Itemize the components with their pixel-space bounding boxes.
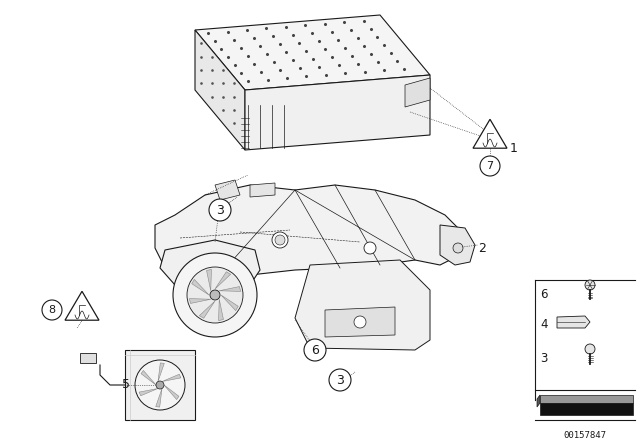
Circle shape	[480, 156, 500, 176]
Polygon shape	[189, 298, 211, 303]
Polygon shape	[200, 301, 215, 318]
Circle shape	[585, 280, 595, 290]
Circle shape	[156, 381, 164, 389]
Text: 7: 7	[486, 161, 493, 171]
Text: 1: 1	[510, 142, 518, 155]
Circle shape	[187, 267, 243, 323]
Polygon shape	[158, 363, 164, 382]
Circle shape	[275, 235, 285, 245]
Text: 5: 5	[122, 379, 130, 392]
Polygon shape	[221, 295, 238, 310]
Polygon shape	[125, 350, 195, 420]
Polygon shape	[162, 374, 181, 382]
Polygon shape	[195, 15, 430, 90]
Circle shape	[135, 360, 185, 410]
Polygon shape	[405, 78, 430, 107]
Circle shape	[173, 253, 257, 337]
Polygon shape	[220, 287, 241, 291]
Circle shape	[585, 344, 595, 354]
Circle shape	[272, 232, 288, 248]
Circle shape	[42, 300, 62, 320]
Polygon shape	[156, 388, 162, 407]
Polygon shape	[215, 180, 240, 200]
Text: 6: 6	[311, 344, 319, 357]
Polygon shape	[192, 280, 209, 295]
Circle shape	[453, 243, 463, 253]
Text: 4: 4	[540, 319, 547, 332]
Polygon shape	[540, 403, 633, 415]
Polygon shape	[250, 183, 275, 197]
Polygon shape	[440, 225, 475, 265]
Circle shape	[210, 290, 220, 300]
Text: 8: 8	[49, 305, 56, 315]
Polygon shape	[537, 395, 540, 407]
Circle shape	[329, 369, 351, 391]
Circle shape	[364, 242, 376, 254]
Polygon shape	[155, 185, 460, 280]
Polygon shape	[245, 75, 430, 150]
Text: 00157847: 00157847	[563, 431, 607, 439]
Circle shape	[354, 316, 366, 328]
Text: 3: 3	[336, 374, 344, 387]
Text: 2: 2	[478, 241, 486, 254]
Text: 3: 3	[540, 352, 547, 365]
Polygon shape	[325, 307, 395, 337]
Polygon shape	[139, 388, 158, 396]
Polygon shape	[195, 30, 245, 150]
Polygon shape	[215, 272, 230, 289]
Polygon shape	[219, 299, 223, 321]
Polygon shape	[473, 119, 507, 148]
Polygon shape	[164, 385, 179, 400]
Text: 3: 3	[216, 203, 224, 216]
Polygon shape	[80, 353, 96, 363]
Polygon shape	[207, 269, 211, 291]
Text: 6: 6	[540, 289, 547, 302]
Circle shape	[209, 199, 231, 221]
Polygon shape	[557, 316, 590, 328]
Polygon shape	[65, 291, 99, 320]
Circle shape	[304, 339, 326, 361]
Polygon shape	[295, 260, 430, 350]
Polygon shape	[160, 240, 260, 290]
Polygon shape	[141, 370, 156, 385]
Polygon shape	[540, 395, 633, 403]
